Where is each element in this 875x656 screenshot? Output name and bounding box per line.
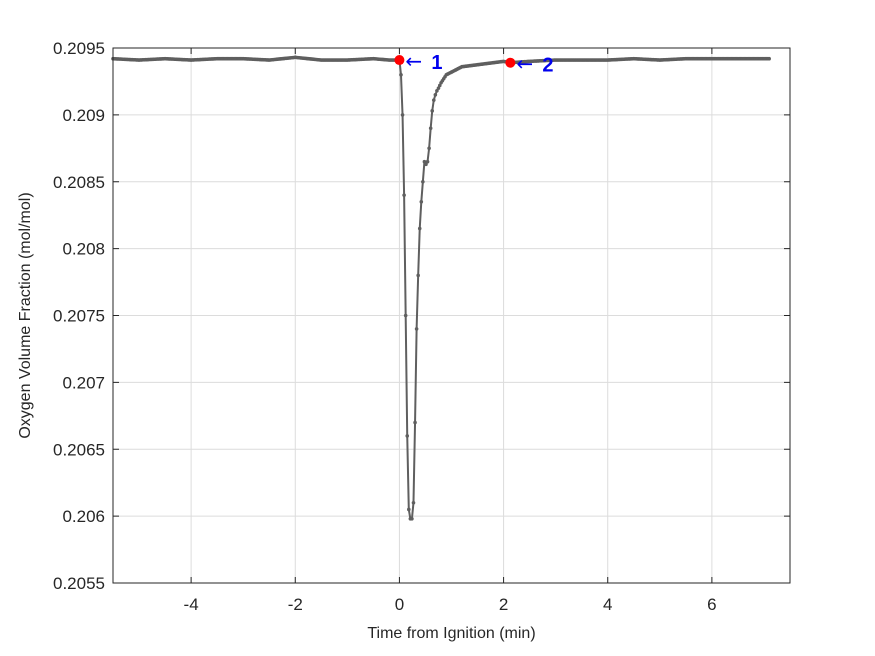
data-point	[413, 420, 417, 425]
y-axis-title: Oxygen Volume Fraction (mol/mol)	[17, 192, 34, 438]
data-point	[428, 126, 433, 131]
data-point	[407, 507, 411, 512]
y-tick-label: 0.207	[62, 373, 105, 392]
y-tick-label: 0.2055	[53, 574, 105, 593]
data-point	[405, 434, 410, 438]
data-point	[430, 109, 435, 113]
data-point	[421, 179, 425, 184]
grid-layer	[113, 47, 790, 584]
data-point	[767, 56, 771, 61]
data-point	[419, 200, 424, 204]
y-tick-label: 0.2095	[53, 39, 105, 58]
annotation-label-1: 1	[431, 52, 442, 74]
data-point	[399, 72, 403, 77]
annotation-arrow-1: ←	[405, 49, 422, 73]
data-point	[403, 313, 408, 318]
data-point	[414, 327, 419, 331]
y-tick-label: 0.206	[62, 507, 105, 526]
y-tick-label: 0.209	[62, 106, 105, 125]
data-point	[425, 159, 430, 164]
y-tick-label: 0.208	[62, 240, 105, 259]
data-point	[435, 89, 439, 93]
data-point	[431, 98, 436, 102]
y-tick-label: 0.2075	[53, 307, 105, 326]
x-tick-label: 2	[499, 595, 508, 614]
x-tick-label: -2	[288, 595, 303, 614]
x-tick-label: -4	[184, 595, 199, 614]
annotation-label-2: 2	[542, 55, 553, 77]
highlight-layer: ← 1 ← 2	[394, 49, 553, 77]
data-point	[410, 517, 414, 521]
data-point	[422, 159, 427, 164]
y-tick-label: 0.2065	[53, 440, 105, 459]
x-tick-label: 4	[603, 595, 612, 614]
x-axis-title: Time from Ignition (min)	[367, 625, 535, 642]
data-point	[433, 93, 438, 97]
annotation-arrow-2: ←	[516, 52, 533, 76]
data-point	[437, 83, 442, 88]
data-point	[424, 162, 428, 167]
data-point	[427, 146, 431, 151]
series-layer	[111, 55, 771, 521]
data-point	[400, 113, 405, 117]
y-tick-label: 0.2085	[53, 173, 105, 192]
highlight-point-1	[394, 55, 405, 66]
x-tick-label: 6	[707, 595, 716, 614]
x-tick-label: 0	[395, 595, 404, 614]
data-point	[417, 226, 422, 231]
data-point	[402, 193, 406, 197]
data-point	[416, 273, 420, 278]
tick-layer: -4 -2 0 2 4 6 0.2055 0.206 0.2065 0.207 0.2075 0.20…	[53, 39, 790, 614]
data-point	[436, 86, 441, 90]
data-point	[411, 500, 416, 505]
highlight-point-2	[505, 57, 516, 68]
